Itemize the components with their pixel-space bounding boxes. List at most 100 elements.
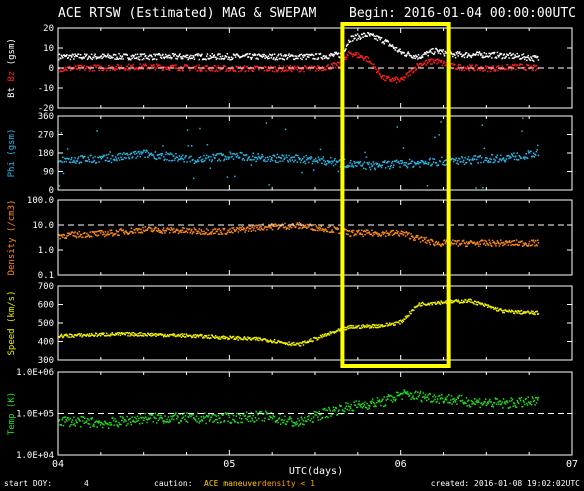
data-point-temp <box>103 420 106 423</box>
data-point-temp <box>511 400 513 402</box>
data-point-density <box>164 232 166 234</box>
data-point-bt <box>475 53 477 55</box>
data-point-density <box>465 245 467 247</box>
data-point-phi <box>336 161 339 163</box>
data-point-density <box>476 242 478 245</box>
data-point-temp <box>303 423 305 426</box>
data-point-phi <box>375 162 377 164</box>
data-point-speed <box>534 313 536 316</box>
data-point-temp <box>100 421 102 424</box>
data-point-speed <box>352 325 355 327</box>
data-point-density <box>461 242 463 245</box>
data-point-temp <box>506 401 509 404</box>
data-point-speed <box>430 302 433 304</box>
data-point-phi <box>472 159 475 161</box>
data-point-density <box>196 230 198 233</box>
data-point-temp <box>135 418 137 420</box>
data-point-speed <box>400 319 402 322</box>
data-point-phi <box>88 158 90 161</box>
data-point-density <box>512 240 514 242</box>
data-point-bt <box>310 54 312 57</box>
data-point-density <box>95 231 98 233</box>
y-tick-label-density: 10.0 <box>32 221 54 231</box>
data-point-temp <box>62 424 65 427</box>
data-point-bt <box>368 33 370 36</box>
data-point-bt <box>70 54 72 57</box>
data-point-speed <box>203 337 205 339</box>
data-point-temp <box>400 393 403 395</box>
data-point-bz <box>195 68 197 70</box>
data-point-density <box>435 240 438 243</box>
data-point-bt <box>437 50 439 52</box>
data-point-phi <box>488 161 490 163</box>
data-point-density <box>506 242 508 244</box>
data-point-bz <box>457 65 459 67</box>
data-point-phi <box>293 160 295 163</box>
data-point-temp <box>338 409 340 411</box>
data-point-speed <box>338 328 340 331</box>
data-point-bz <box>380 77 383 79</box>
data-point-temp <box>374 404 377 407</box>
data-point-temp <box>108 421 111 424</box>
data-point-phi <box>428 158 431 161</box>
data-point-temp <box>132 419 135 422</box>
data-point-bt <box>210 57 212 59</box>
data-point-bt <box>397 49 400 51</box>
data-point-phi <box>271 159 274 162</box>
data-point-density <box>97 230 99 233</box>
data-point-temp <box>520 396 523 399</box>
data-point-temp <box>329 410 331 412</box>
data-point-density <box>411 235 414 237</box>
data-point-speed <box>190 335 192 337</box>
data-point-bt <box>405 55 407 57</box>
data-point-speed <box>213 336 216 338</box>
data-point-speed <box>155 335 157 337</box>
data-point-density <box>424 238 426 240</box>
data-point-phi <box>204 160 206 162</box>
data-point-temp <box>195 419 197 422</box>
data-point-temp <box>184 418 186 421</box>
data-point-bz <box>79 69 81 71</box>
data-point-speed <box>522 311 525 313</box>
data-point-density <box>256 226 258 229</box>
data-point-bz <box>85 67 87 70</box>
data-point-bt <box>513 56 516 58</box>
data-point-speed <box>323 335 325 338</box>
data-point-bz <box>70 69 72 71</box>
data-point-density <box>466 245 468 247</box>
data-point-bt <box>350 40 352 43</box>
data-point-bz <box>458 63 460 66</box>
data-point-bt <box>430 48 433 51</box>
data-point-bz <box>221 68 224 70</box>
data-point-speed <box>434 301 436 304</box>
data-point-temp <box>491 403 494 406</box>
data-point-phi <box>301 171 303 174</box>
data-point-speed <box>217 337 219 339</box>
data-point-phi <box>292 156 294 158</box>
data-point-bz <box>297 65 299 68</box>
data-point-bz <box>365 56 367 58</box>
data-point-temp <box>294 422 296 424</box>
data-point-bz <box>247 70 250 72</box>
data-point-speed <box>508 309 510 311</box>
data-point-bt <box>421 56 424 58</box>
data-point-phi <box>477 162 479 164</box>
data-point-density <box>352 229 355 232</box>
data-point-temp <box>270 411 272 414</box>
data-point-phi <box>263 158 266 161</box>
data-point-temp <box>198 422 200 424</box>
data-point-phi <box>232 153 234 155</box>
data-point-bz <box>140 68 142 70</box>
data-point-density <box>251 226 253 228</box>
data-point-phi <box>323 163 326 165</box>
data-point-phi <box>350 165 353 167</box>
data-point-temp <box>167 416 170 418</box>
data-point-bz <box>470 65 473 68</box>
data-point-bz <box>437 61 440 64</box>
data-point-phi <box>273 154 275 157</box>
data-point-bz <box>326 65 329 67</box>
data-point-density <box>519 241 522 243</box>
data-point-temp <box>509 406 512 408</box>
data-point-phi <box>203 154 205 157</box>
data-point-speed <box>79 334 82 336</box>
